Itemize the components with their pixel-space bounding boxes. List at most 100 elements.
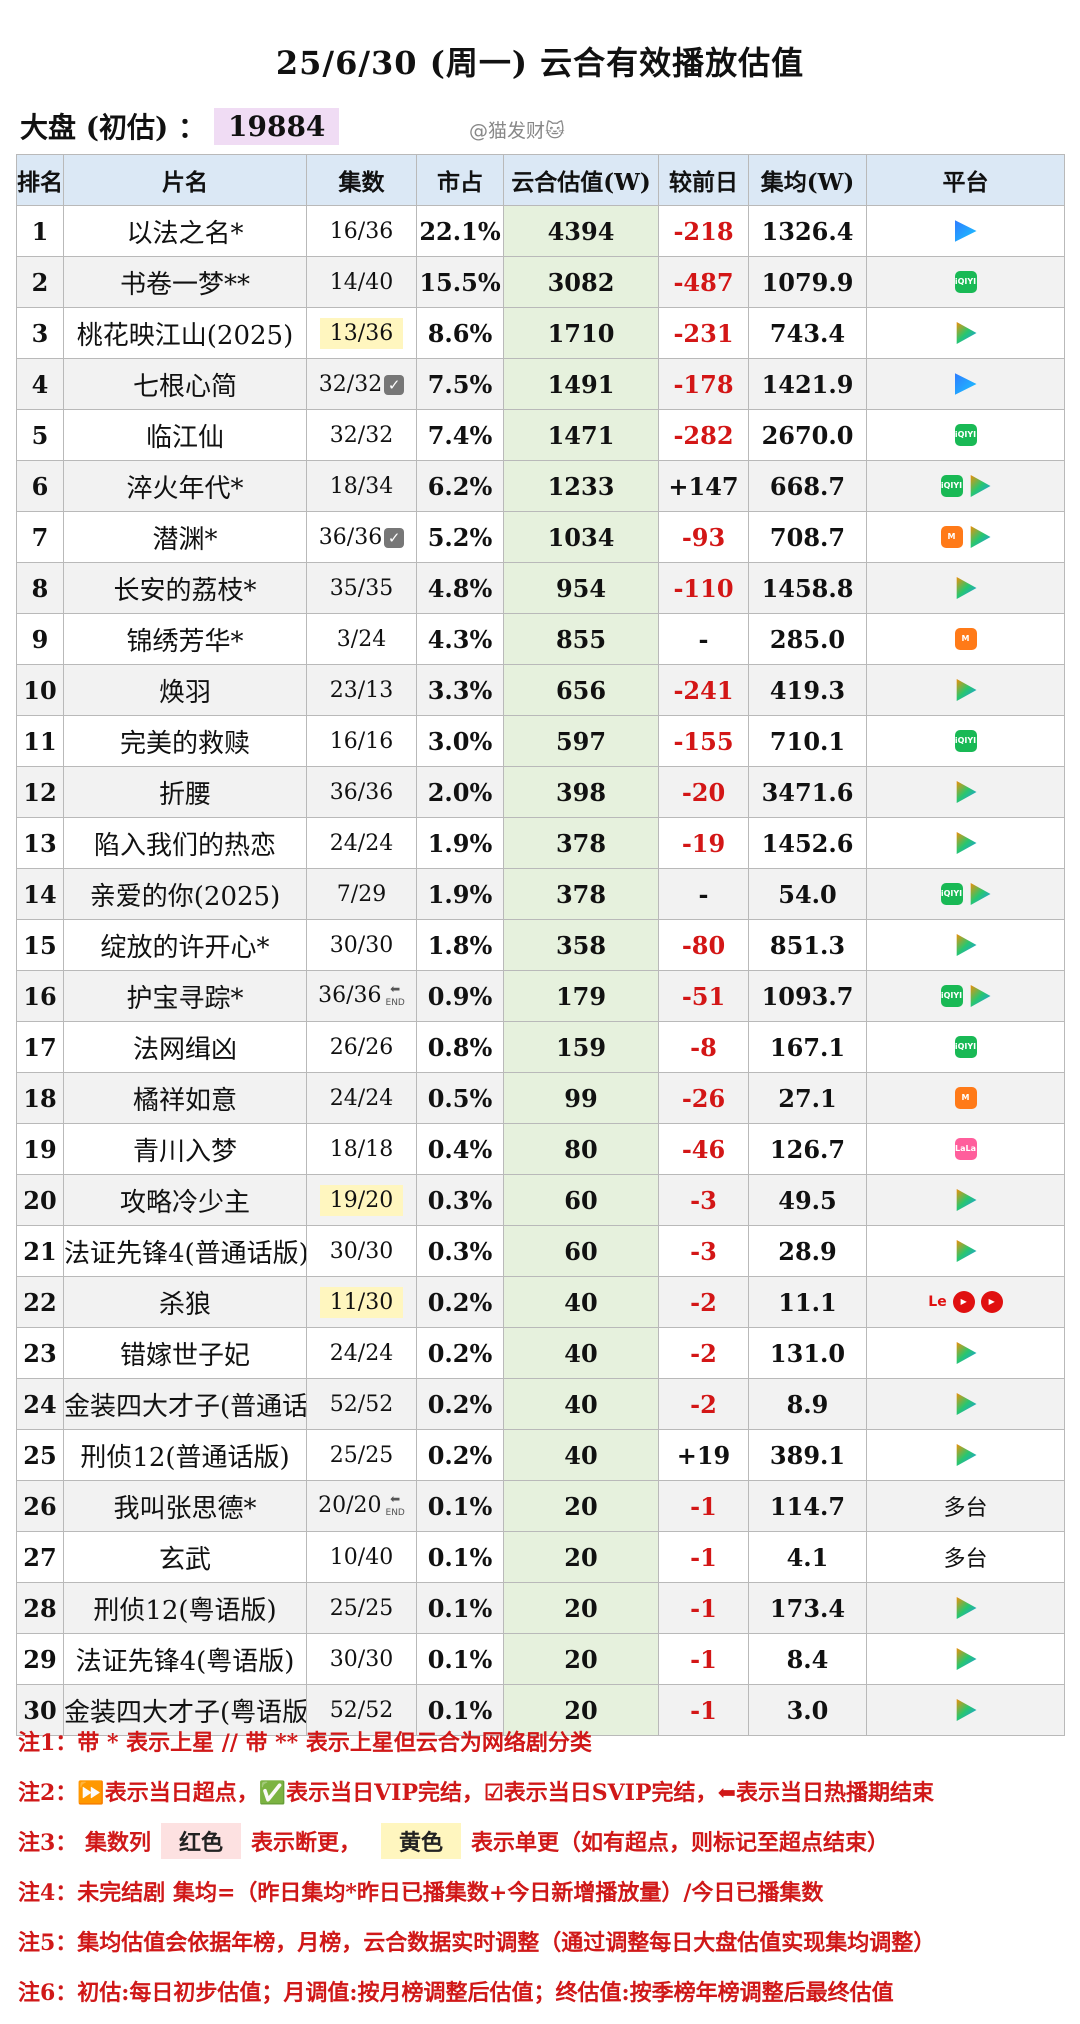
episodes-value: 36/36: [329, 779, 394, 805]
table-row: 23 错嫁世子妃 24/24 0.2% 40 -2 131.0: [16, 1327, 1065, 1379]
avg-cell: 1079.9: [748, 256, 867, 308]
note-3-yellow-sample: 黄色: [381, 1823, 462, 1859]
rank-cell: 12: [16, 766, 64, 818]
header-title: 片名: [63, 154, 307, 206]
rank-cell: 7: [16, 511, 64, 563]
platform-icons: [868, 1240, 1064, 1262]
market-total: 大盘 (初估) ： 19884: [20, 104, 340, 148]
title-cell: 潜渊*: [63, 511, 307, 563]
market-total-label: 大盘 (初估) ：: [20, 111, 206, 144]
title-cell: 攻略冷少主: [63, 1174, 307, 1226]
avg-cell: 11.1: [748, 1276, 867, 1328]
rank-cell: 26: [16, 1480, 64, 1532]
iqiyi-icon: iQIYI: [954, 271, 977, 293]
change-cell: -8: [658, 1021, 749, 1073]
share-cell: 0.1%: [416, 1684, 504, 1736]
note-4: 注4：未完结剧 集均=（昨日集均*昨日已播集数+今日新增播放量）/今日已播集数: [18, 1880, 824, 1906]
avg-cell: 710.1: [748, 715, 867, 767]
tencent-video-icon: [970, 526, 991, 548]
episodes-cell: 30/30: [306, 1633, 417, 1685]
svip-complete-icon: ✓: [384, 527, 405, 548]
episodes-value: 20/20: [318, 1493, 382, 1518]
table-row: 17 法网缉凶 26/26 0.8% 159 -8 167.1 iQIYI: [16, 1021, 1065, 1073]
rank-cell: 15: [16, 919, 64, 971]
avg-cell: 1452.6: [748, 817, 867, 869]
header-share: 市占: [416, 154, 504, 206]
rank-cell: 5: [16, 409, 64, 461]
episodes-value: 10/40: [329, 1544, 394, 1570]
rank-cell: 23: [16, 1327, 64, 1379]
title-cell: 淬火年代*: [63, 460, 307, 512]
share-cell: 4.8%: [416, 562, 504, 614]
yunhe-value-cell: 20: [503, 1684, 659, 1736]
tencent-video-icon: [956, 322, 977, 344]
yunhe-value-cell: 656: [503, 664, 659, 716]
title-cell: 金装四大才子(粤语版): [63, 1684, 307, 1736]
rank-cell: 30: [16, 1684, 64, 1736]
episodes-value: 26/26: [329, 1034, 394, 1060]
episodes-value: 16/36: [329, 218, 394, 244]
avg-cell: 1421.9: [748, 358, 867, 410]
platform-cell: [866, 1684, 1065, 1736]
episodes-value: 32/32: [329, 422, 394, 448]
share-cell: 7.4%: [416, 409, 504, 461]
header-episodes: 集数: [306, 154, 417, 206]
episodes-cell: 24/24: [306, 817, 417, 869]
episodes-cell: 36/36 ⬅ END: [306, 970, 417, 1022]
episodes-cell: 14/40: [306, 256, 417, 308]
table-row: 21 法证先锋4(普通话版) 30/30 0.3% 60 -3 28.9: [16, 1225, 1065, 1277]
change-cell: -178: [658, 358, 749, 410]
share-cell: 6.2%: [416, 460, 504, 512]
change-cell: +147: [658, 460, 749, 512]
platform-icons: [868, 934, 1064, 956]
ranking-table: 排名 片名 集数 市占 云合估值(W) 较前日 集均(W) 平台 1 以法之名* 1…: [16, 154, 1065, 1736]
hot-period-end-icon: ⬅ END: [385, 982, 405, 1008]
yunhe-value-cell: 358: [503, 919, 659, 971]
platform-icons: Le ▶ ▶: [868, 1291, 1064, 1313]
change-cell: -: [658, 868, 749, 920]
platform-icons: [868, 220, 1064, 242]
title-cell: 以法之名*: [63, 205, 307, 257]
table-row: 22 杀狼 11/30 0.2% 40 -2 11.1 Le ▶ ▶: [16, 1276, 1065, 1328]
rank-cell: 28: [16, 1582, 64, 1634]
table-row: 29 法证先锋4(粤语版) 30/30 0.1% 20 -1 8.4: [16, 1633, 1065, 1685]
table-row: 7 潜渊* 36/36 ✓ 5.2% 1034 -93 708.7 M: [16, 511, 1065, 563]
header-avg: 集均(W): [748, 154, 867, 206]
youku-icon: [954, 220, 977, 242]
avg-cell: 54.0: [748, 868, 867, 920]
market-total-value: 19884: [214, 107, 340, 145]
end-label: END: [385, 998, 405, 1008]
episodes-cell: 32/32 ✓: [306, 358, 417, 410]
platform-cell: Le ▶ ▶: [866, 1276, 1065, 1328]
change-cell: -155: [658, 715, 749, 767]
change-cell: -80: [658, 919, 749, 971]
ranking-sheet: 25/6/30 (周一) 云合有效播放估值 大盘 (初估) ： 19884 @猫…: [16, 16, 1065, 2008]
share-cell: 7.5%: [416, 358, 504, 410]
table-row: 14 亲爱的你(2025) 7/29 1.9% 378-54.0 iQIYI: [16, 868, 1065, 920]
platform-cell: [866, 1582, 1065, 1634]
platform-cell: [866, 919, 1065, 971]
note-3: 注3： 集数列 红色 表示断更， 黄色 表示单更（如有超点，则标记至超点结束）: [16, 1816, 1064, 1866]
tencent-video-icon: [956, 1648, 977, 1670]
title-cell: 桃花映江山(2025): [63, 307, 307, 359]
mango-tv-icon: M: [954, 628, 977, 650]
table-row: 20 攻略冷少主 19/20 0.3% 60 -3 49.5: [16, 1174, 1065, 1226]
change-cell: -51: [658, 970, 749, 1022]
episodes-cell: 36/36 ✓: [306, 511, 417, 563]
avg-cell: 389.1: [748, 1429, 867, 1481]
episodes-value: 16/16: [329, 728, 394, 754]
episodes-value: 18/18: [329, 1136, 394, 1162]
change-cell: -282: [658, 409, 749, 461]
change-cell: -231: [658, 307, 749, 359]
iqiyi-icon: iQIYI: [954, 424, 977, 446]
change-cell: +19: [658, 1429, 749, 1481]
episodes-value: 36/36: [318, 524, 383, 550]
platform-cell: [866, 1225, 1065, 1277]
episodes-value: 14/40: [329, 269, 394, 295]
table-row: 11 完美的救赎 16/16 3.0% 597 -155 710.1 iQIYI: [16, 715, 1065, 767]
episodes-value: 32/32: [318, 371, 383, 397]
episodes-cell: 3/24: [306, 613, 417, 665]
avg-cell: 126.7: [748, 1123, 867, 1175]
change-cell: -26: [658, 1072, 749, 1124]
episodes-cell: 30/30: [306, 919, 417, 971]
